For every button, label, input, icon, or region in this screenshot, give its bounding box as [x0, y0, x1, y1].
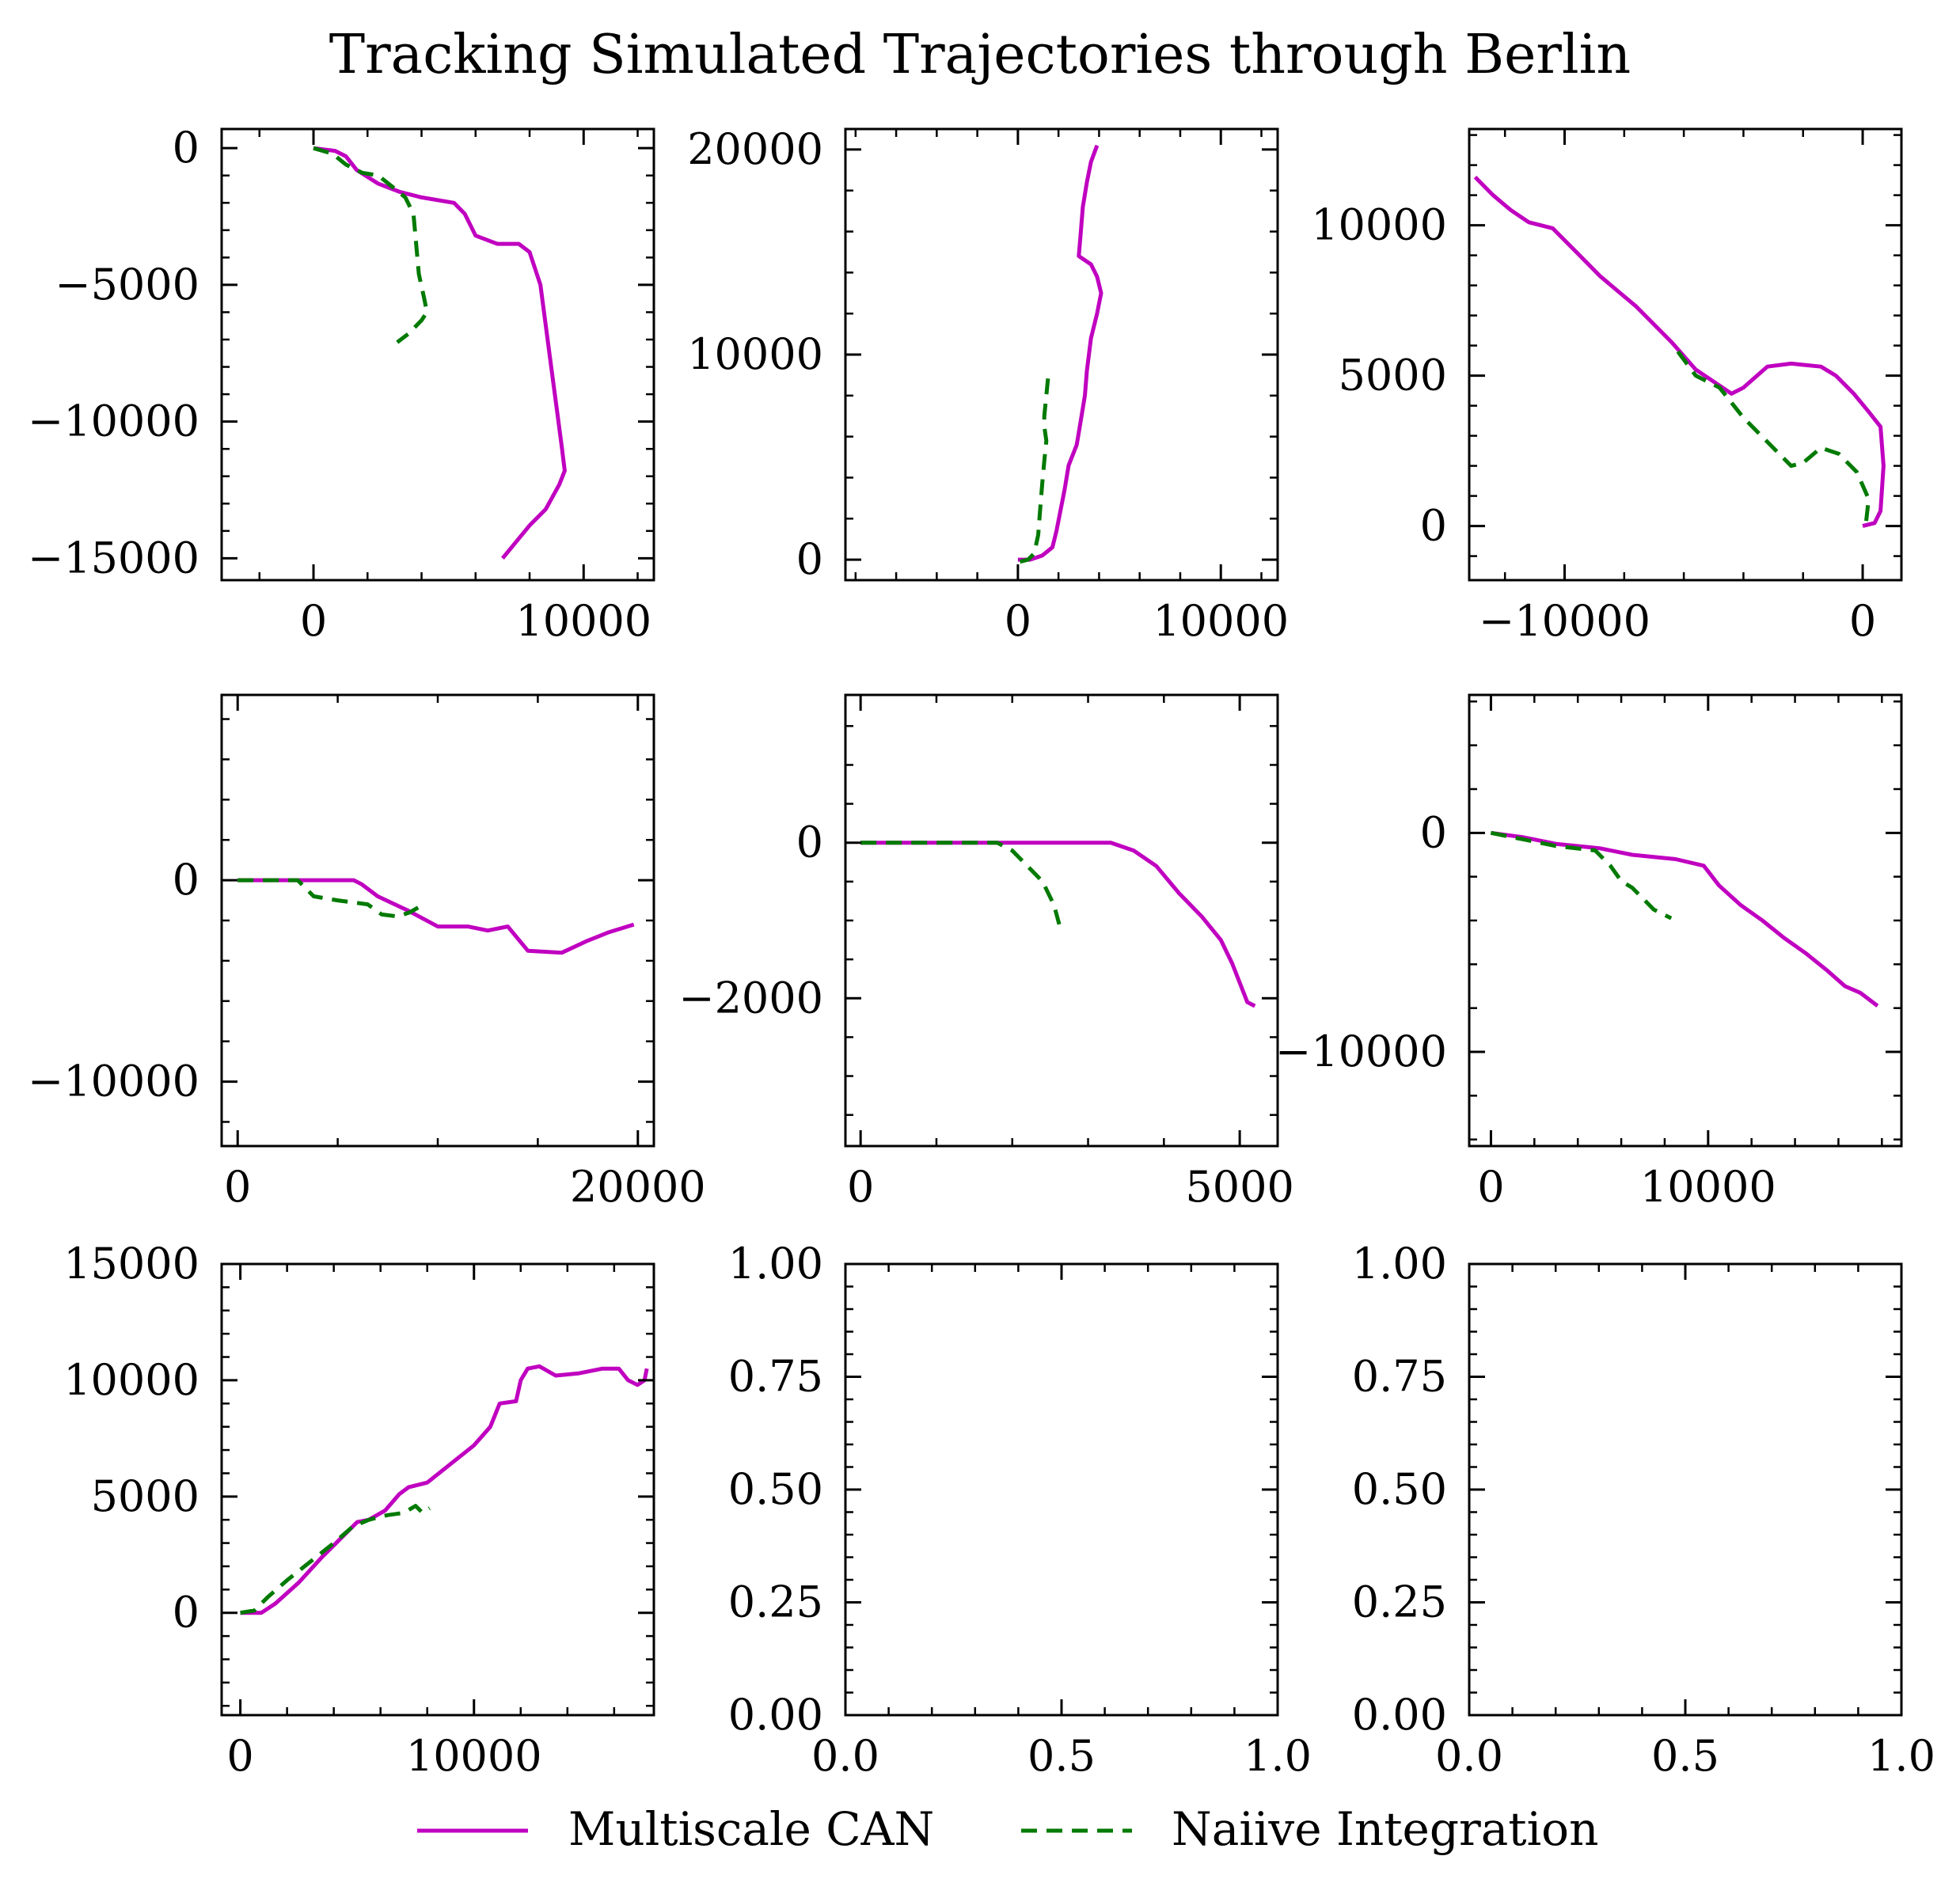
axes-frame — [220, 693, 655, 1148]
y-tick-label: 1.00 — [728, 1239, 823, 1289]
y-tick-label: 10000 — [687, 329, 823, 379]
series-line-naiive-integration-panel-3 — [1676, 350, 1871, 531]
y-tick-label: −10000 — [28, 1057, 199, 1106]
y-tick-label: 0.50 — [728, 1464, 823, 1514]
legend-label-naiive-integration: Naiive Integration — [1172, 1802, 1598, 1856]
series-line-multiscale-can-panel-7 — [240, 1364, 649, 1615]
x-tick-label: 10000 — [1153, 596, 1289, 646]
series-line-multiscale-can-panel-5 — [860, 841, 1256, 1008]
axes-frame — [1468, 693, 1903, 1148]
y-tick-label: 0.00 — [728, 1690, 823, 1740]
y-tick-label: 20000 — [687, 124, 823, 174]
series-line-naiive-integration-panel-2 — [1019, 374, 1050, 564]
y-tick-label: 0.50 — [1352, 1464, 1447, 1514]
x-tick-label: 0 — [1849, 596, 1876, 646]
series-line-multiscale-can-panel-3 — [1473, 176, 1886, 529]
x-tick-label: 0.5 — [1027, 1731, 1096, 1781]
y-tick-label: 10000 — [63, 1355, 199, 1405]
subplot-8: 0.0 0.5 1.0 0.00 0.25 0.50 0.75 1.00 — [728, 1239, 1312, 1781]
legend-label-multiscale-can: Multiscale CAN — [568, 1802, 934, 1856]
axes-frame — [220, 1262, 655, 1717]
axes-frame — [220, 127, 655, 582]
y-tick-label: 0 — [1420, 807, 1447, 857]
y-tick-label: −10000 — [1275, 1027, 1447, 1076]
x-tick-label: 0 — [1477, 1162, 1504, 1212]
x-tick-label: −10000 — [1479, 596, 1650, 646]
x-tick-label: 10000 — [406, 1731, 542, 1781]
y-tick-label: 0 — [796, 534, 823, 584]
subplot-grid: 0 10000 0 −5000 −10000 −15000 0 10000 0 10000 2000… — [28, 123, 1935, 1781]
subplot-9: 0.0 0.5 1.0 0.00 0.25 0.50 0.75 1.00 — [1352, 1239, 1935, 1781]
series-line-naiive-integration-panel-4 — [237, 878, 425, 919]
y-tick-label: 0.00 — [1352, 1690, 1447, 1740]
y-tick-label: 5000 — [1339, 351, 1447, 400]
subplot-7: 0 10000 0 5000 10000 15000 — [63, 1239, 655, 1781]
y-tick-label: 0.25 — [1352, 1577, 1447, 1627]
y-tick-label: 1.00 — [1352, 1239, 1447, 1289]
x-tick-label: 0 — [224, 1162, 251, 1212]
x-tick-label: 10000 — [515, 596, 651, 646]
y-tick-label: 10000 — [1311, 200, 1447, 250]
subplot-1: 0 10000 0 −5000 −10000 −15000 — [28, 123, 655, 646]
legend: Multiscale CAN Naiive Integration — [417, 1802, 1598, 1856]
y-tick-label: 0.75 — [728, 1352, 823, 1402]
subplot-3: −10000 0 0 5000 10000 — [1311, 127, 1903, 646]
subplot-2: 0 10000 0 10000 20000 — [687, 124, 1289, 646]
x-tick-label: 0.0 — [811, 1731, 879, 1781]
y-tick-label: 0.25 — [728, 1577, 823, 1627]
y-tick-label: −10000 — [28, 397, 199, 446]
y-tick-label: 0 — [1420, 501, 1447, 551]
y-tick-label: 0 — [173, 123, 199, 173]
axes-frame — [1468, 1262, 1903, 1717]
y-tick-label: −5000 — [55, 260, 199, 309]
series-line-multiscale-can-panel-1 — [313, 146, 567, 560]
x-tick-label: 0 — [300, 596, 327, 646]
x-tick-label: 0 — [847, 1162, 874, 1212]
series-line-multiscale-can-panel-4 — [237, 878, 635, 955]
y-tick-label: 0 — [173, 1588, 199, 1638]
y-tick-label: −2000 — [678, 973, 823, 1023]
y-tick-label: 15000 — [63, 1239, 199, 1289]
series-line-naiive-integration-panel-6 — [1490, 830, 1673, 920]
axes-frame — [844, 1262, 1279, 1717]
y-tick-label: 0.75 — [1352, 1352, 1447, 1402]
x-tick-label: 0.5 — [1651, 1731, 1719, 1781]
subplot-6: 0 10000 0 −10000 — [1275, 693, 1903, 1212]
series-line-naiive-integration-panel-1 — [313, 146, 429, 344]
y-tick-label: −15000 — [28, 533, 199, 583]
y-tick-label: 5000 — [91, 1471, 199, 1521]
x-tick-label: 5000 — [1185, 1162, 1293, 1212]
series-line-naiive-integration-panel-7 — [240, 1504, 431, 1615]
x-tick-label: 10000 — [1640, 1162, 1776, 1212]
x-tick-label: 0 — [226, 1731, 253, 1781]
x-tick-label: 0.0 — [1435, 1731, 1503, 1781]
x-tick-label: 1.0 — [1867, 1731, 1935, 1781]
x-tick-label: 1.0 — [1244, 1731, 1312, 1781]
x-tick-label: 20000 — [570, 1162, 706, 1212]
series-line-multiscale-can-panel-2 — [1017, 144, 1103, 562]
y-tick-label: 0 — [796, 818, 823, 867]
series-line-naiive-integration-panel-5 — [860, 841, 1062, 925]
axes-frame — [844, 693, 1279, 1148]
series-line-multiscale-can-panel-6 — [1491, 830, 1879, 1008]
subplot-5: 0 5000 0 −2000 — [678, 693, 1294, 1212]
x-tick-label: 0 — [1005, 596, 1031, 646]
y-tick-label: 0 — [173, 855, 199, 905]
axes-frame — [1468, 127, 1903, 582]
figure-title: Tracking Simulated Trajectories through … — [329, 24, 1631, 86]
subplot-4: 0 20000 0 −10000 — [28, 693, 706, 1212]
